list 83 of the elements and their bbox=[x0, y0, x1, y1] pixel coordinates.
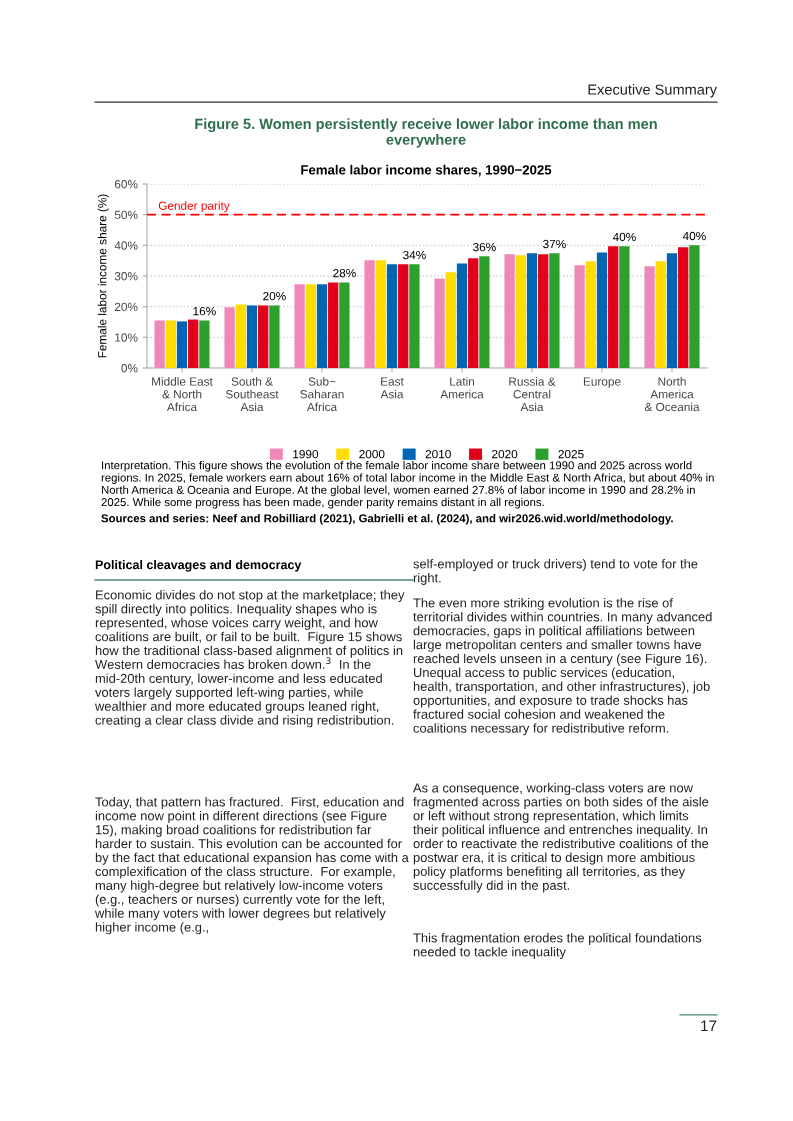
chart-title: Figure 5. Women persistently receive lower labor income than men everywhere bbox=[195, 118, 657, 148]
bar bbox=[294, 284, 305, 368]
bar bbox=[515, 255, 526, 368]
bar bbox=[585, 261, 596, 368]
x-tick-label: Latin America bbox=[440, 377, 484, 399]
x-tick-label: South & Southeast Asia bbox=[225, 377, 279, 412]
y-tick-label: 10% bbox=[115, 333, 138, 342]
legend-label: 2025 bbox=[558, 449, 584, 459]
ref-line-label: Gender parity bbox=[158, 201, 230, 213]
text: This fragmentation erodes the political foundations needed to tackle inequality bbox=[413, 933, 702, 959]
bar bbox=[176, 321, 188, 368]
bar bbox=[504, 254, 515, 368]
bar bbox=[305, 284, 316, 368]
x-tick-label: Middle East & North Africa bbox=[152, 377, 213, 412]
text: Interpretation. This figure shows the evolution of the female labor income share between 1990 and 2025 across world regions. In 2025, female workers earn about 16% of total labor income in the Middle East & North Africa, but about 40% in North America & Oceania and Europe. At the global level, women earned 27.8% of labor income in 1990 and 28.2% in 2025. While some progress has been made, gender parity remains distant in all regions. bbox=[101, 461, 714, 509]
bar bbox=[538, 254, 549, 368]
bar bbox=[655, 261, 666, 368]
bar bbox=[224, 307, 235, 368]
bar bbox=[235, 304, 246, 368]
text: Today, that pattern has fractured. First, education and income now point in different directions (see Figure 15), making broad coalitions for redistribution far harder to sustain. This evolution can be accounted for by the fact that educational expansion has come with a complexification of the class structure. For example, many high-degree but relatively low-income voters (e.g., teachers or nurses) currently vote for the left, while many voters with lower degrees but relatively higher income (e.g., bbox=[94, 797, 409, 935]
x-tick-label: Europe bbox=[583, 377, 621, 389]
y-tick-label: 60% bbox=[114, 180, 138, 189]
x-tick-label: East Asia bbox=[380, 377, 404, 399]
legend-label: 1990 bbox=[293, 449, 319, 459]
bar bbox=[364, 260, 375, 368]
bar bbox=[644, 266, 655, 368]
bar bbox=[445, 272, 456, 368]
data-label: 20% bbox=[263, 291, 286, 301]
text: Executive Summary bbox=[588, 84, 717, 98]
bar bbox=[269, 305, 280, 368]
bar bbox=[246, 305, 258, 368]
x-tick-label: Russia & Central Asia bbox=[509, 377, 556, 412]
y-tick-label: 20% bbox=[114, 302, 138, 312]
bar bbox=[328, 282, 339, 368]
bar bbox=[316, 284, 328, 368]
bar bbox=[678, 247, 689, 368]
bar bbox=[188, 319, 199, 368]
y-tick-label: 50% bbox=[114, 210, 138, 220]
bar bbox=[456, 263, 468, 368]
y-tick-label: 30% bbox=[114, 272, 138, 281]
data-label: 34% bbox=[403, 250, 426, 260]
x-tick-label: North America & Oceania bbox=[644, 377, 700, 412]
bar bbox=[258, 305, 269, 368]
y-axis-title: Female labor income share (%) bbox=[97, 194, 109, 358]
data-label: 28% bbox=[333, 268, 356, 278]
text: As a consequence, working-class voters are now fragmented across parties on both sides of the aisle or left without strong representation, which limits their political influence and entrenches inequality. In order to reactivate the redistributive coalitions of the postwar era, it is critical to design more ambitious policy platforms benefiting all territories, as they successfully did in the past. bbox=[413, 783, 709, 893]
bar bbox=[549, 253, 560, 368]
text: Political cleavages and democracy bbox=[95, 560, 302, 572]
bar bbox=[199, 320, 210, 368]
bar bbox=[689, 245, 700, 368]
data-label: 37% bbox=[543, 239, 566, 249]
bar bbox=[479, 256, 490, 368]
text: 17 bbox=[701, 1020, 717, 1032]
bar bbox=[526, 253, 538, 368]
bar bbox=[386, 264, 398, 368]
bar bbox=[375, 260, 386, 368]
bar bbox=[409, 264, 420, 368]
y-tick-label: 0% bbox=[121, 364, 138, 373]
bar bbox=[339, 282, 350, 368]
text: The even more striking evolution is the rise of territorial divides within countries. In many advanced democracies, gaps in political affiliations between large metropolitan centers and smaller towns have reached levels unseen in a century (see Figure 16). Unequal access to public services (education, health, transportation, and other infrastructures), job opportunities, and exposure to trade shocks has fractured social cohesion and weakened the coalitions necessary for redistributive reform. bbox=[413, 598, 712, 736]
legend-label: 2010 bbox=[425, 449, 451, 459]
bar bbox=[574, 265, 585, 368]
text: Economic divides do not stop at the marketplace; they spill directly into politics. Inequality shapes who is represented, whose voices carry weight, and how coalitions are built, or fail to be built. Figure 15 shows how the traditional class-based alignment of politics in Western democracies has broken down.$^{3}$ In the mid-20th century, lower-income and less educated voters largely supported left-wing parties, while wealthier and more educated groups leaned right, creating a clear class divide and rising redistribution. bbox=[94, 590, 405, 728]
data-label: 40% bbox=[612, 232, 636, 242]
y-tick-label: 40% bbox=[114, 241, 138, 250]
x-tick-label: Sub− Saharan Africa bbox=[300, 377, 344, 412]
source-note: Sources and series: Neef and Robilliard (2021), Gabrielli et al. (2024), and wir2026.wid.world/methodology. bbox=[101, 514, 673, 525]
data-label: 16% bbox=[193, 307, 216, 316]
bar bbox=[596, 252, 608, 368]
bar bbox=[608, 246, 619, 368]
bar bbox=[666, 253, 678, 368]
chart-subtitle: Female labor income shares, 1990−2025 bbox=[301, 164, 552, 177]
bar bbox=[619, 246, 630, 368]
bar bbox=[398, 264, 409, 368]
data-label: 40% bbox=[682, 231, 706, 241]
legend-label: 2000 bbox=[359, 449, 385, 459]
data-label: 36% bbox=[473, 242, 496, 252]
bar bbox=[468, 258, 479, 368]
text: self-employed or truck drivers) tend to vote for the right. bbox=[413, 559, 698, 585]
bar bbox=[434, 278, 445, 368]
bar bbox=[154, 320, 165, 368]
bar bbox=[165, 320, 176, 368]
legend-label: 2020 bbox=[492, 449, 518, 459]
